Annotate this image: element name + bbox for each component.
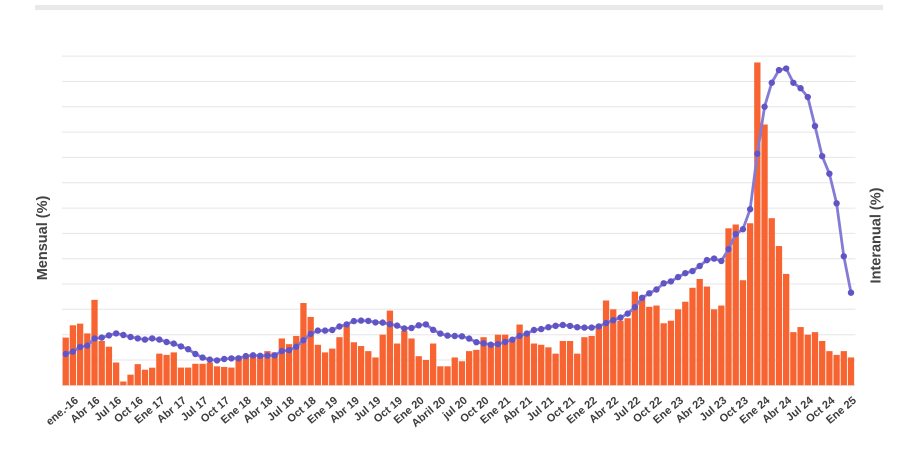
svg-text:Mensual (%): Mensual (%) [35,196,51,281]
svg-text:Interanual (%): Interanual (%) [869,187,885,283]
